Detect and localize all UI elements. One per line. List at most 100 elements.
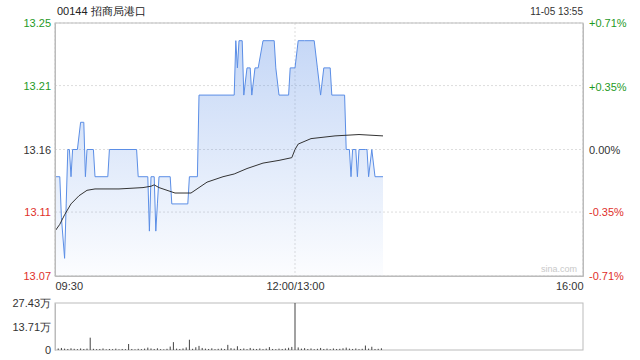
volume-bar — [61, 348, 62, 350]
volume-bar — [112, 349, 113, 350]
y2-tick-label: +0.35% — [589, 81, 627, 93]
volume-bar — [227, 345, 228, 350]
volume-tick: 13.71万 — [12, 321, 55, 333]
volume-bar — [330, 349, 331, 350]
volume-bar — [231, 348, 232, 350]
volume-tick-label: 0 — [45, 344, 51, 356]
volume-bar — [362, 349, 363, 350]
volume-bar — [269, 347, 270, 350]
volume-bar — [250, 348, 251, 350]
volume-bar — [272, 349, 273, 350]
y2-tick: 0.00% — [583, 144, 620, 156]
volume-bar — [323, 349, 324, 350]
volume-bar — [122, 349, 123, 350]
y2-tick: -0.71% — [583, 270, 624, 282]
volume-bar — [256, 349, 257, 350]
volume-bar — [138, 349, 139, 350]
volume-bar — [288, 348, 289, 350]
y-tick: 13.25 — [23, 17, 55, 29]
volume-bar — [208, 349, 209, 350]
volume-bar — [346, 348, 347, 350]
volume-tick: 27.43万 — [12, 297, 55, 309]
grid — [55, 23, 583, 276]
volume-bar — [311, 348, 312, 350]
volume-bar — [192, 349, 193, 350]
volume-bar — [99, 349, 100, 350]
volume-bar — [215, 349, 216, 350]
volume-bar — [125, 349, 126, 350]
volume-bar — [359, 349, 360, 350]
volume-bar — [135, 349, 136, 350]
volume-bar — [90, 338, 91, 350]
x-tick: 16:00 — [556, 276, 584, 292]
volume-bar — [64, 349, 65, 350]
volume-tick-label: 27.43万 — [12, 297, 51, 309]
volume-bar — [128, 344, 129, 350]
volume-bar — [355, 348, 356, 350]
volume-bar — [304, 348, 305, 350]
volume-y-axis: 27.43万 13.71万 0 — [12, 297, 55, 356]
volume-bar — [80, 348, 81, 350]
y2-tick-label: -0.71% — [589, 270, 624, 282]
volume-bar — [77, 349, 78, 350]
y-axis-line — [55, 24, 56, 277]
volume-bar — [154, 349, 155, 350]
volume-bar — [349, 349, 350, 350]
x-axis-line — [56, 276, 584, 277]
y2-axis-line — [583, 24, 584, 277]
chart-svg: 00144 招商局港口11-05 13:55sina.com13.2513.21… — [0, 0, 640, 360]
y2-tick: -0.35% — [583, 206, 624, 218]
volume-bar — [58, 348, 59, 350]
volume-bar — [320, 348, 321, 350]
volume-bar — [224, 349, 225, 350]
volume-bar — [93, 349, 94, 350]
y2-tick: +0.71% — [583, 17, 627, 29]
average-line — [55, 135, 383, 232]
volume-bar — [218, 349, 219, 350]
volume-bar — [119, 349, 120, 350]
volume-bar — [195, 347, 196, 350]
y-tick: 13.07 — [23, 270, 55, 282]
volume-bar — [205, 349, 206, 350]
volume-bar — [295, 303, 296, 350]
volume-bar — [96, 349, 97, 350]
volume-frame — [55, 303, 583, 350]
x-tick-label: 12:00/13:00 — [266, 280, 324, 292]
y2-tick-label: 0.00% — [589, 144, 620, 156]
volume-bar — [307, 349, 308, 350]
volume-bar — [327, 349, 328, 350]
volume-bar — [282, 349, 283, 350]
volume-bar — [147, 348, 148, 350]
volume-bar — [339, 349, 340, 350]
price-area — [55, 41, 383, 276]
watermark: sina.com — [541, 264, 577, 274]
volume-bar — [199, 346, 200, 350]
volume-bar — [285, 348, 286, 350]
volume-bar — [333, 348, 334, 350]
volume-bar — [151, 348, 152, 350]
volume-bar — [221, 348, 222, 350]
y-tick-label: 13.25 — [23, 17, 51, 29]
volume-bar — [183, 348, 184, 350]
volume-bar — [160, 349, 161, 350]
volume-bar — [368, 349, 369, 350]
volume-bar — [298, 347, 299, 350]
volume-tick-label: 13.71万 — [12, 321, 51, 333]
volume-bar — [83, 349, 84, 350]
volume-bar — [87, 349, 88, 350]
y2-tick: +0.35% — [583, 81, 627, 93]
volume-bar — [202, 348, 203, 350]
volume-bar — [115, 349, 116, 350]
volume-bar — [103, 348, 104, 350]
volume-bar — [234, 349, 235, 350]
volume-bar — [247, 349, 248, 350]
volume-bar — [167, 349, 168, 350]
volume-bar — [378, 349, 379, 350]
x-tick-label: 09:30 — [56, 280, 84, 292]
volume-bar — [259, 348, 260, 350]
plot-frame — [55, 23, 583, 276]
volume-bar — [189, 340, 190, 350]
volume-bar — [291, 347, 292, 350]
price-line — [55, 41, 383, 259]
volume-bar — [253, 349, 254, 350]
